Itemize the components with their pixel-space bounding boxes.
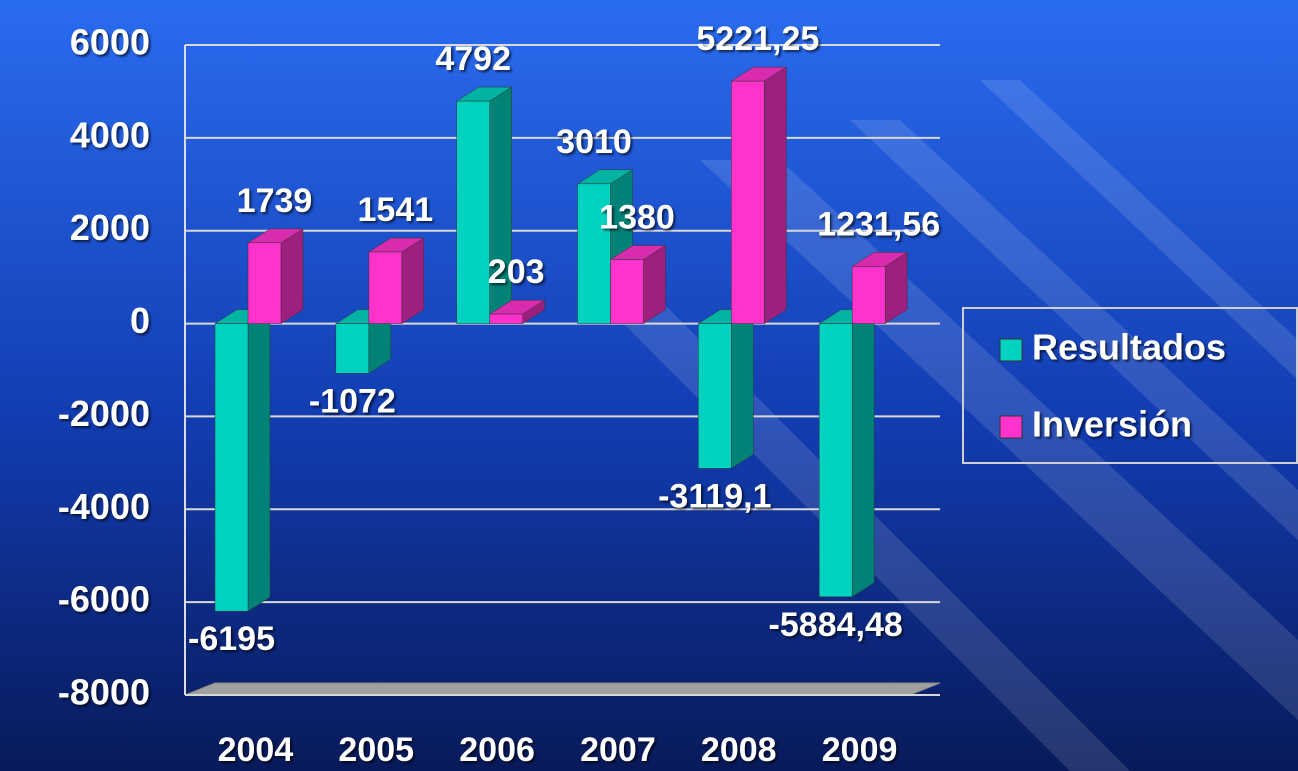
- data-label: -1072: [309, 382, 396, 420]
- x-tick-label: 2004: [218, 731, 294, 769]
- legend-swatch: [999, 415, 1023, 439]
- bar: [489, 313, 523, 324]
- data-label: 5221,25: [696, 20, 819, 58]
- data-label: 1380: [599, 198, 675, 236]
- bar: [698, 323, 732, 469]
- data-label: 4792: [435, 40, 511, 78]
- x-tick-label: 2009: [822, 731, 898, 769]
- bar: [456, 100, 490, 324]
- bar: [247, 242, 282, 324]
- legend-label: Resultados: [1032, 327, 1226, 368]
- legend-label: Inversión: [1032, 404, 1192, 445]
- data-label: 203: [488, 253, 545, 291]
- bar: [731, 80, 765, 324]
- data-label: -6195: [188, 620, 275, 658]
- floor: [184, 682, 941, 696]
- data-label: 1231,56: [817, 205, 940, 243]
- data-label: 1739: [237, 182, 313, 220]
- bar: [368, 251, 403, 324]
- data-label: 1541: [358, 191, 434, 229]
- data-label: -5884,48: [769, 606, 903, 644]
- data-label: 3010: [556, 123, 632, 161]
- bar-side: [731, 309, 754, 469]
- y-tick-label: -6000: [58, 579, 150, 620]
- legend-swatch: [999, 338, 1023, 362]
- bar: [577, 183, 611, 324]
- x-tick-label: 2007: [580, 731, 656, 769]
- bar-side: [764, 66, 787, 325]
- bar-side: [280, 228, 304, 325]
- bar: [610, 259, 644, 324]
- bar: [818, 323, 853, 598]
- legend-box: [962, 307, 1298, 464]
- x-tick-label: 2005: [338, 731, 414, 769]
- bar: [214, 323, 249, 612]
- y-tick-label: -8000: [58, 672, 150, 713]
- bar-side: [851, 309, 875, 598]
- x-tick-label: 2006: [459, 731, 535, 769]
- bar: [335, 323, 370, 374]
- data-label: -3119,1: [658, 477, 771, 515]
- y-tick-label: 6000: [70, 22, 150, 63]
- y-tick-label: 4000: [70, 114, 150, 155]
- x-tick-label: 2008: [701, 731, 777, 769]
- y-tick-label: 2000: [70, 207, 150, 248]
- bar: [851, 266, 886, 324]
- bar-side: [401, 237, 425, 325]
- y-tick-label: -4000: [58, 486, 150, 527]
- y-tick-label: 0: [130, 300, 150, 341]
- bar-side: [247, 309, 271, 612]
- y-tick-label: -2000: [58, 393, 150, 434]
